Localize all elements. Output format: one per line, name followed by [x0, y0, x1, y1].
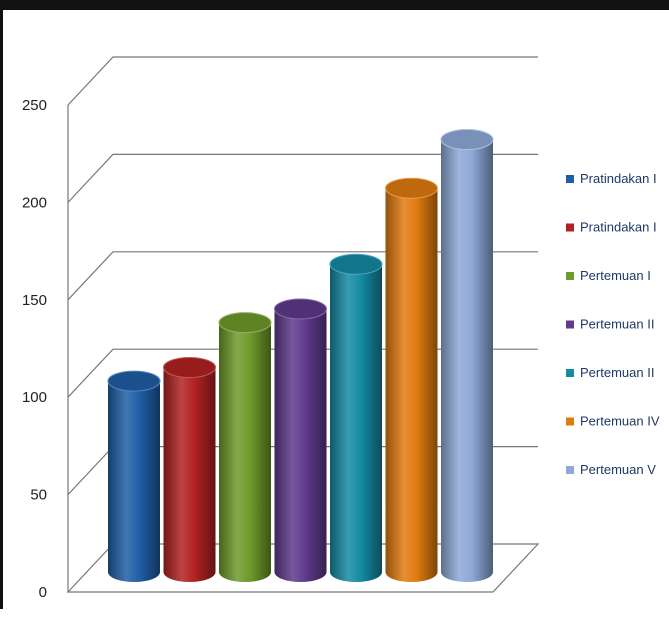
- bars: [107, 129, 494, 582]
- legend-label: Pertemuan I: [580, 268, 651, 283]
- bar-top: [329, 253, 383, 275]
- bar-body: [385, 188, 438, 582]
- legend-item: Pertemuan V: [566, 462, 656, 477]
- y-tick-label: 250: [22, 97, 47, 114]
- bar-body: [163, 367, 216, 582]
- y-tick-label: 100: [22, 389, 47, 406]
- bar-body: [274, 309, 327, 582]
- legend-swatch: [566, 320, 574, 329]
- legend-item: Pratindakan I: [566, 220, 657, 235]
- legend-item: Pertemuan II: [566, 365, 654, 380]
- bar-body: [219, 322, 271, 582]
- bar-top: [163, 356, 216, 378]
- bar-4: [274, 298, 327, 582]
- legend-item: Pertemuan II: [566, 317, 654, 332]
- legend-label: Pertemuan V: [580, 462, 656, 477]
- legend-swatch: [566, 417, 574, 426]
- legend-swatch: [566, 369, 574, 377]
- bar-3: [218, 312, 272, 582]
- bar-body: [441, 139, 493, 582]
- gridline: [67, 56, 538, 106]
- bar-7: [440, 129, 494, 582]
- legend-label: Pertemuan IV: [580, 414, 660, 429]
- legend-label: Pratindakan I: [580, 220, 657, 235]
- bar-top: [274, 298, 327, 320]
- y-tick-label: 200: [22, 194, 47, 211]
- legend-label: Pertemuan II: [580, 317, 654, 332]
- legend-item: Pertemuan I: [566, 268, 651, 283]
- legend-swatch: [566, 272, 574, 280]
- bar-top: [440, 129, 494, 151]
- legend-label: Pratindakan I: [580, 171, 657, 186]
- y-tick-label: 0: [39, 584, 47, 601]
- y-tick-label: 50: [30, 487, 47, 504]
- bar-top: [218, 312, 272, 334]
- legend-item: Pertemuan IV: [566, 414, 660, 429]
- bar-top: [385, 177, 438, 199]
- y-axis-ticks: 0 50 100 150 200 250: [22, 97, 47, 601]
- legend-item: Pratindakan I: [566, 171, 657, 186]
- bar-1: [107, 370, 161, 582]
- bar-top: [107, 370, 161, 392]
- legend-swatch: [566, 175, 574, 183]
- y-tick-label: 150: [22, 292, 47, 309]
- bar-body: [330, 264, 382, 582]
- bar-5: [329, 253, 383, 582]
- bar-2: [163, 356, 216, 582]
- legend: Pratindakan I Pratindakan I Pertemuan I Per…: [566, 171, 660, 477]
- gridline: [67, 153, 538, 203]
- legend-label: Pertemuan II: [580, 365, 654, 380]
- legend-swatch: [566, 466, 574, 474]
- legend-swatch: [566, 223, 574, 232]
- bar-6: [385, 177, 438, 582]
- bar-body: [108, 381, 160, 582]
